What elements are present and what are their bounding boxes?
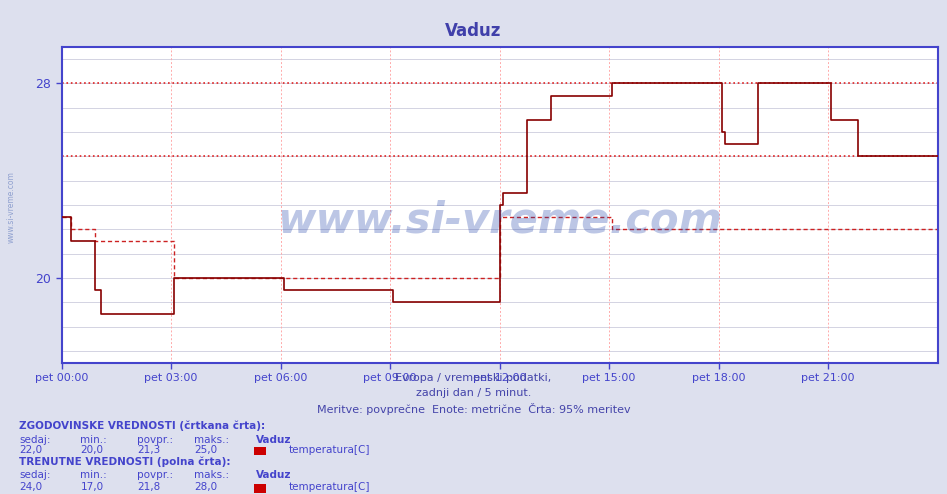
Text: temperatura[C]: temperatura[C] — [289, 482, 370, 492]
Text: sedaj:: sedaj: — [19, 470, 50, 480]
Text: www.si-vreme.com: www.si-vreme.com — [7, 171, 16, 244]
Text: www.si-vreme.com: www.si-vreme.com — [277, 200, 722, 242]
Text: Vaduz: Vaduz — [256, 435, 291, 445]
Text: Meritve: povprečne  Enote: metrične  Črta: 95% meritev: Meritve: povprečne Enote: metrične Črta:… — [316, 403, 631, 414]
Text: 17,0: 17,0 — [80, 482, 103, 492]
Text: 28,0: 28,0 — [194, 482, 217, 492]
Text: 21,3: 21,3 — [137, 445, 161, 454]
Text: zadnji dan / 5 minut.: zadnji dan / 5 minut. — [416, 388, 531, 398]
Text: maks.:: maks.: — [194, 435, 229, 445]
Text: povpr.:: povpr.: — [137, 435, 173, 445]
Text: min.:: min.: — [80, 435, 107, 445]
Text: 25,0: 25,0 — [194, 445, 217, 454]
Text: Evropa / vremenski podatki,: Evropa / vremenski podatki, — [396, 373, 551, 383]
Text: temperatura[C]: temperatura[C] — [289, 445, 370, 454]
Text: 21,8: 21,8 — [137, 482, 161, 492]
Text: sedaj:: sedaj: — [19, 435, 50, 445]
Text: ZGODOVINSKE VREDNOSTI (črtkana črta):: ZGODOVINSKE VREDNOSTI (črtkana črta): — [19, 421, 265, 431]
Text: Vaduz: Vaduz — [256, 470, 291, 480]
Text: povpr.:: povpr.: — [137, 470, 173, 480]
Text: 24,0: 24,0 — [19, 482, 42, 492]
Text: maks.:: maks.: — [194, 470, 229, 480]
Text: TRENUTNE VREDNOSTI (polna črta):: TRENUTNE VREDNOSTI (polna črta): — [19, 457, 230, 467]
Text: min.:: min.: — [80, 470, 107, 480]
Text: Vaduz: Vaduz — [445, 22, 502, 40]
Text: 20,0: 20,0 — [80, 445, 103, 454]
Text: 22,0: 22,0 — [19, 445, 42, 454]
